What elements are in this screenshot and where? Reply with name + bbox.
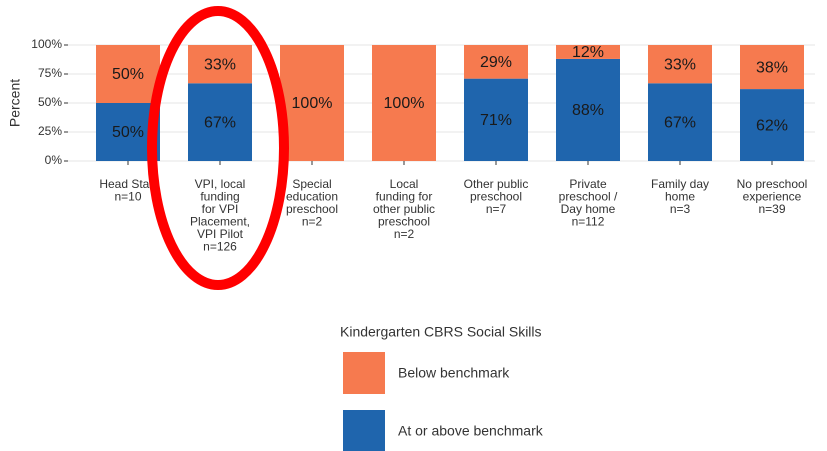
y-tick-label: 25% bbox=[38, 124, 62, 138]
x-tick-label: n=2 bbox=[394, 227, 415, 241]
x-tick-label: Other public bbox=[464, 177, 529, 191]
bar-segment bbox=[464, 45, 528, 79]
x-tick-label: Head Start bbox=[99, 177, 157, 191]
x-tick-label: VPI, local bbox=[195, 177, 246, 191]
data-label: 50% bbox=[112, 66, 144, 83]
x-tick-label: n=39 bbox=[758, 202, 785, 216]
bar-segment bbox=[740, 89, 804, 161]
x-tick-label: Private bbox=[569, 177, 607, 191]
x-tick-label: education bbox=[286, 190, 338, 204]
x-tick-label: preschool / bbox=[559, 190, 618, 204]
bar-segment bbox=[740, 45, 804, 90]
bar-segment bbox=[372, 45, 436, 161]
data-label: 12% bbox=[572, 44, 604, 61]
x-tick-label: n=3 bbox=[670, 202, 691, 216]
data-label: 29% bbox=[480, 54, 512, 71]
bar-segment bbox=[188, 83, 252, 161]
bar-segment bbox=[280, 45, 344, 161]
y-tick-label: 100% bbox=[31, 37, 62, 51]
y-tick-label: 75% bbox=[38, 66, 62, 80]
bar-segment bbox=[464, 78, 528, 161]
legend-swatch bbox=[343, 410, 385, 451]
legend-label: Below benchmark bbox=[398, 365, 510, 381]
x-tick-label: home bbox=[665, 190, 695, 204]
highlight-ellipse bbox=[147, 6, 289, 290]
x-tick-label: n=10 bbox=[114, 190, 141, 204]
x-tick-label: preschool bbox=[470, 190, 522, 204]
data-label: 67% bbox=[664, 114, 696, 131]
data-label: 50% bbox=[112, 124, 144, 141]
x-tick-label: VPI Pilot bbox=[197, 227, 244, 241]
x-tick-label: funding for bbox=[376, 190, 433, 204]
legend-swatch bbox=[343, 352, 385, 394]
bar-segment bbox=[96, 45, 160, 103]
data-label: 33% bbox=[664, 56, 696, 73]
x-tick-label: Placement, bbox=[190, 215, 250, 229]
data-label: 88% bbox=[572, 102, 604, 119]
bar-segment bbox=[648, 45, 712, 84]
x-tick-label: preschool bbox=[286, 202, 338, 216]
y-tick-label: 50% bbox=[38, 95, 62, 109]
y-axis-label: Percent bbox=[7, 79, 23, 127]
x-tick-label: for VPI bbox=[202, 202, 239, 216]
x-tick-label: n=7 bbox=[486, 202, 507, 216]
x-tick-label: experience bbox=[743, 190, 802, 204]
x-tick-label: Special bbox=[292, 177, 331, 191]
bar-segment bbox=[188, 45, 252, 84]
data-label: 67% bbox=[204, 114, 236, 131]
data-label: 38% bbox=[756, 59, 788, 76]
data-label: 100% bbox=[384, 95, 425, 112]
x-tick-label: other public bbox=[373, 202, 435, 216]
legend-label: At or above benchmark bbox=[398, 423, 544, 439]
data-label: 100% bbox=[292, 95, 333, 112]
x-tick-label: Day home bbox=[561, 202, 616, 216]
x-tick-label: n=112 bbox=[572, 215, 605, 229]
x-tick-label: n=2 bbox=[302, 215, 323, 229]
x-tick-label: Family day bbox=[651, 177, 709, 191]
x-tick-label: n=126 bbox=[203, 240, 237, 254]
x-tick-label: funding bbox=[200, 190, 239, 204]
data-label: 62% bbox=[756, 117, 788, 134]
x-tick-label: preschool bbox=[378, 215, 430, 229]
legend-title: Kindergarten CBRS Social Skills bbox=[340, 324, 542, 340]
data-label: 33% bbox=[204, 56, 236, 73]
bar-segment bbox=[556, 45, 620, 59]
x-tick-label: No preschool bbox=[737, 177, 808, 191]
y-tick-label: 0% bbox=[45, 153, 63, 167]
bar-segment bbox=[556, 58, 620, 161]
data-label: 71% bbox=[480, 112, 512, 129]
x-tick-label: Local bbox=[390, 177, 419, 191]
bar-segment bbox=[648, 83, 712, 161]
